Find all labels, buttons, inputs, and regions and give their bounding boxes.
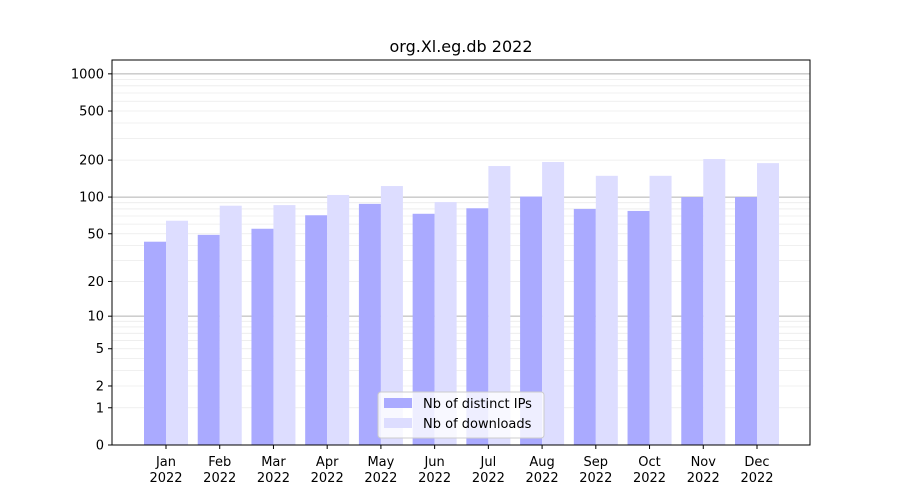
legend-swatch xyxy=(384,418,412,428)
bar-downloads xyxy=(327,194,350,445)
chart-title: org.Xl.eg.db 2022 xyxy=(389,37,532,56)
x-tick-label: Mar xyxy=(261,455,286,470)
bar-distinct-ips xyxy=(305,215,328,445)
legend-swatch xyxy=(384,398,412,408)
legend-label: Nb of distinct IPs xyxy=(423,397,532,412)
legend-box xyxy=(377,391,545,439)
x-tick-sublabel: 2022 xyxy=(472,471,505,486)
bar-downloads xyxy=(757,163,779,446)
bar-downloads xyxy=(542,161,565,445)
x-tick-sublabel: 2022 xyxy=(418,471,451,486)
bar-distinct-ips xyxy=(681,197,704,445)
x-tick-label: Aug xyxy=(529,455,554,470)
x-tick-label: May xyxy=(367,455,394,470)
y-tick-label: 100 xyxy=(79,191,104,206)
bar-downloads xyxy=(703,159,726,445)
x-tick-sublabel: 2022 xyxy=(687,471,720,486)
x-tick-sublabel: 2022 xyxy=(149,471,182,486)
y-tick-label: 1 xyxy=(96,401,104,416)
x-tick-label: Nov xyxy=(691,455,717,470)
x-tick-label: Oct xyxy=(638,455,660,470)
bar-distinct-ips xyxy=(144,241,166,445)
y-tick-label: 2 xyxy=(96,379,104,394)
legend-label: Nb of downloads xyxy=(423,417,532,432)
x-tick-label: Apr xyxy=(316,455,339,470)
bar-downloads xyxy=(380,186,403,445)
bar-downloads xyxy=(166,220,188,445)
bar-distinct-ips xyxy=(412,213,435,445)
x-tick-label: Feb xyxy=(208,455,231,470)
bar-downloads xyxy=(488,166,511,445)
x-tick-label: Sep xyxy=(584,455,609,470)
y-tick-label: 0 xyxy=(96,439,104,454)
bar-downloads xyxy=(273,205,296,445)
x-tick-label: Dec xyxy=(744,455,769,470)
bar-distinct-ips xyxy=(735,197,757,445)
bar-distinct-ips xyxy=(466,208,489,445)
x-tick-sublabel: 2022 xyxy=(579,471,612,486)
x-tick-label: Jan xyxy=(155,455,176,470)
x-tick-sublabel: 2022 xyxy=(740,471,773,486)
y-tick-label: 500 xyxy=(79,105,104,120)
bar-downloads xyxy=(649,175,672,445)
x-tick-sublabel: 2022 xyxy=(311,471,344,486)
x-tick-label: Jun xyxy=(423,455,444,470)
x-tick-sublabel: 2022 xyxy=(526,471,559,486)
bar-downloads xyxy=(434,202,457,445)
y-tick-label: 20 xyxy=(87,275,104,290)
y-tick-label: 1000 xyxy=(71,67,104,82)
plot-frame xyxy=(111,59,811,446)
y-tick-label: 10 xyxy=(87,310,104,325)
y-tick-label: 200 xyxy=(79,154,104,169)
y-tick-label: 50 xyxy=(87,227,104,242)
x-tick-sublabel: 2022 xyxy=(203,471,236,486)
bar-distinct-ips xyxy=(627,210,650,445)
x-tick-sublabel: 2022 xyxy=(364,471,397,486)
bar-distinct-ips xyxy=(520,196,543,445)
x-tick-sublabel: 2022 xyxy=(633,471,666,486)
bar-downloads xyxy=(219,205,242,445)
bar-distinct-ips xyxy=(251,228,274,445)
bar-distinct-ips xyxy=(197,234,220,445)
bar-distinct-ips xyxy=(358,203,381,445)
bar-distinct-ips xyxy=(573,208,596,445)
x-tick-sublabel: 2022 xyxy=(257,471,290,486)
y-tick-label: 5 xyxy=(96,342,104,357)
x-tick-label: Jul xyxy=(480,455,497,470)
bar-downloads xyxy=(595,175,618,445)
